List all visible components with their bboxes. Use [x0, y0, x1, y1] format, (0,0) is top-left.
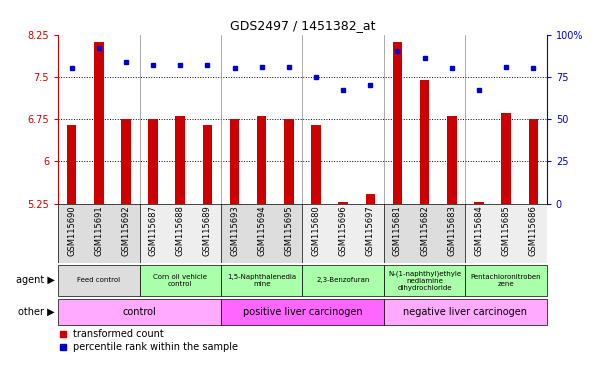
Bar — [420, 79, 430, 204]
Text: 2,3-Benzofuran: 2,3-Benzofuran — [316, 277, 370, 283]
Text: N-(1-naphthyl)ethyle
nediamine
dihydrochloride: N-(1-naphthyl)ethyle nediamine dihydroch… — [388, 270, 461, 291]
Bar — [492, 35, 520, 204]
Text: transformed count: transformed count — [73, 329, 164, 339]
Bar — [94, 42, 103, 204]
Bar — [302, 35, 329, 204]
Text: positive liver carcinogen: positive liver carcinogen — [243, 307, 362, 317]
Bar — [203, 125, 212, 204]
Text: Pentachloronitroben
zene: Pentachloronitroben zene — [471, 274, 541, 287]
Text: GSM115680: GSM115680 — [312, 205, 321, 256]
Bar — [338, 202, 348, 204]
Bar — [466, 265, 547, 296]
Text: Feed control: Feed control — [77, 277, 120, 283]
Text: GSM115690: GSM115690 — [67, 205, 76, 256]
Bar — [167, 35, 194, 204]
Bar — [311, 125, 321, 204]
Text: negative liver carcinogen: negative liver carcinogen — [403, 307, 527, 317]
Text: GSM115694: GSM115694 — [257, 205, 266, 256]
Bar — [221, 35, 248, 204]
Bar — [276, 35, 302, 204]
Text: GSM115688: GSM115688 — [176, 205, 185, 256]
Text: GSM115685: GSM115685 — [502, 205, 511, 256]
Bar — [194, 35, 221, 204]
Bar — [139, 204, 221, 263]
Text: GSM115684: GSM115684 — [475, 205, 483, 256]
Bar — [85, 35, 112, 204]
Bar — [248, 35, 276, 204]
Text: GSM115689: GSM115689 — [203, 205, 212, 256]
Bar — [139, 265, 221, 296]
Bar — [529, 119, 538, 204]
Bar — [384, 265, 466, 296]
Text: agent ▶: agent ▶ — [16, 275, 55, 285]
Text: Corn oil vehicle
control: Corn oil vehicle control — [153, 274, 207, 287]
Text: GSM115686: GSM115686 — [529, 205, 538, 256]
Bar — [302, 204, 384, 263]
Bar — [58, 265, 139, 296]
Bar — [284, 119, 294, 204]
Bar — [466, 204, 547, 263]
Bar — [384, 35, 411, 204]
Title: GDS2497 / 1451382_at: GDS2497 / 1451382_at — [230, 19, 375, 32]
Bar — [230, 119, 240, 204]
Bar — [175, 116, 185, 204]
Bar — [393, 42, 402, 204]
Bar — [384, 299, 547, 325]
Bar — [139, 35, 167, 204]
Bar — [148, 119, 158, 204]
Bar — [474, 202, 484, 204]
Text: GSM115695: GSM115695 — [284, 205, 293, 256]
Bar — [221, 204, 302, 263]
Bar — [357, 35, 384, 204]
Bar — [58, 35, 85, 204]
Text: percentile rank within the sample: percentile rank within the sample — [73, 342, 238, 352]
Text: 1,5-Naphthalenedia
mine: 1,5-Naphthalenedia mine — [227, 274, 296, 287]
Bar — [438, 35, 466, 204]
Bar — [58, 204, 139, 263]
Bar — [67, 125, 76, 204]
Text: control: control — [123, 307, 156, 317]
Bar — [112, 35, 139, 204]
Bar — [520, 35, 547, 204]
Bar — [257, 116, 266, 204]
Bar — [302, 265, 384, 296]
Bar — [221, 299, 384, 325]
Bar — [365, 194, 375, 204]
Text: GSM115696: GSM115696 — [338, 205, 348, 256]
Text: other ▶: other ▶ — [18, 307, 55, 317]
Bar — [58, 299, 221, 325]
Bar — [466, 35, 492, 204]
Bar — [447, 116, 456, 204]
Text: GSM115692: GSM115692 — [122, 205, 130, 256]
Text: GSM115681: GSM115681 — [393, 205, 402, 256]
Text: GSM115697: GSM115697 — [366, 205, 375, 256]
Bar — [384, 204, 466, 263]
Bar — [411, 35, 438, 204]
Text: GSM115691: GSM115691 — [94, 205, 103, 256]
Text: GSM115683: GSM115683 — [447, 205, 456, 256]
Text: GSM115693: GSM115693 — [230, 205, 239, 256]
Text: GSM115687: GSM115687 — [148, 205, 158, 256]
Bar — [121, 119, 131, 204]
Bar — [502, 113, 511, 204]
Bar — [329, 35, 357, 204]
Text: GSM115682: GSM115682 — [420, 205, 429, 256]
Bar — [221, 265, 302, 296]
